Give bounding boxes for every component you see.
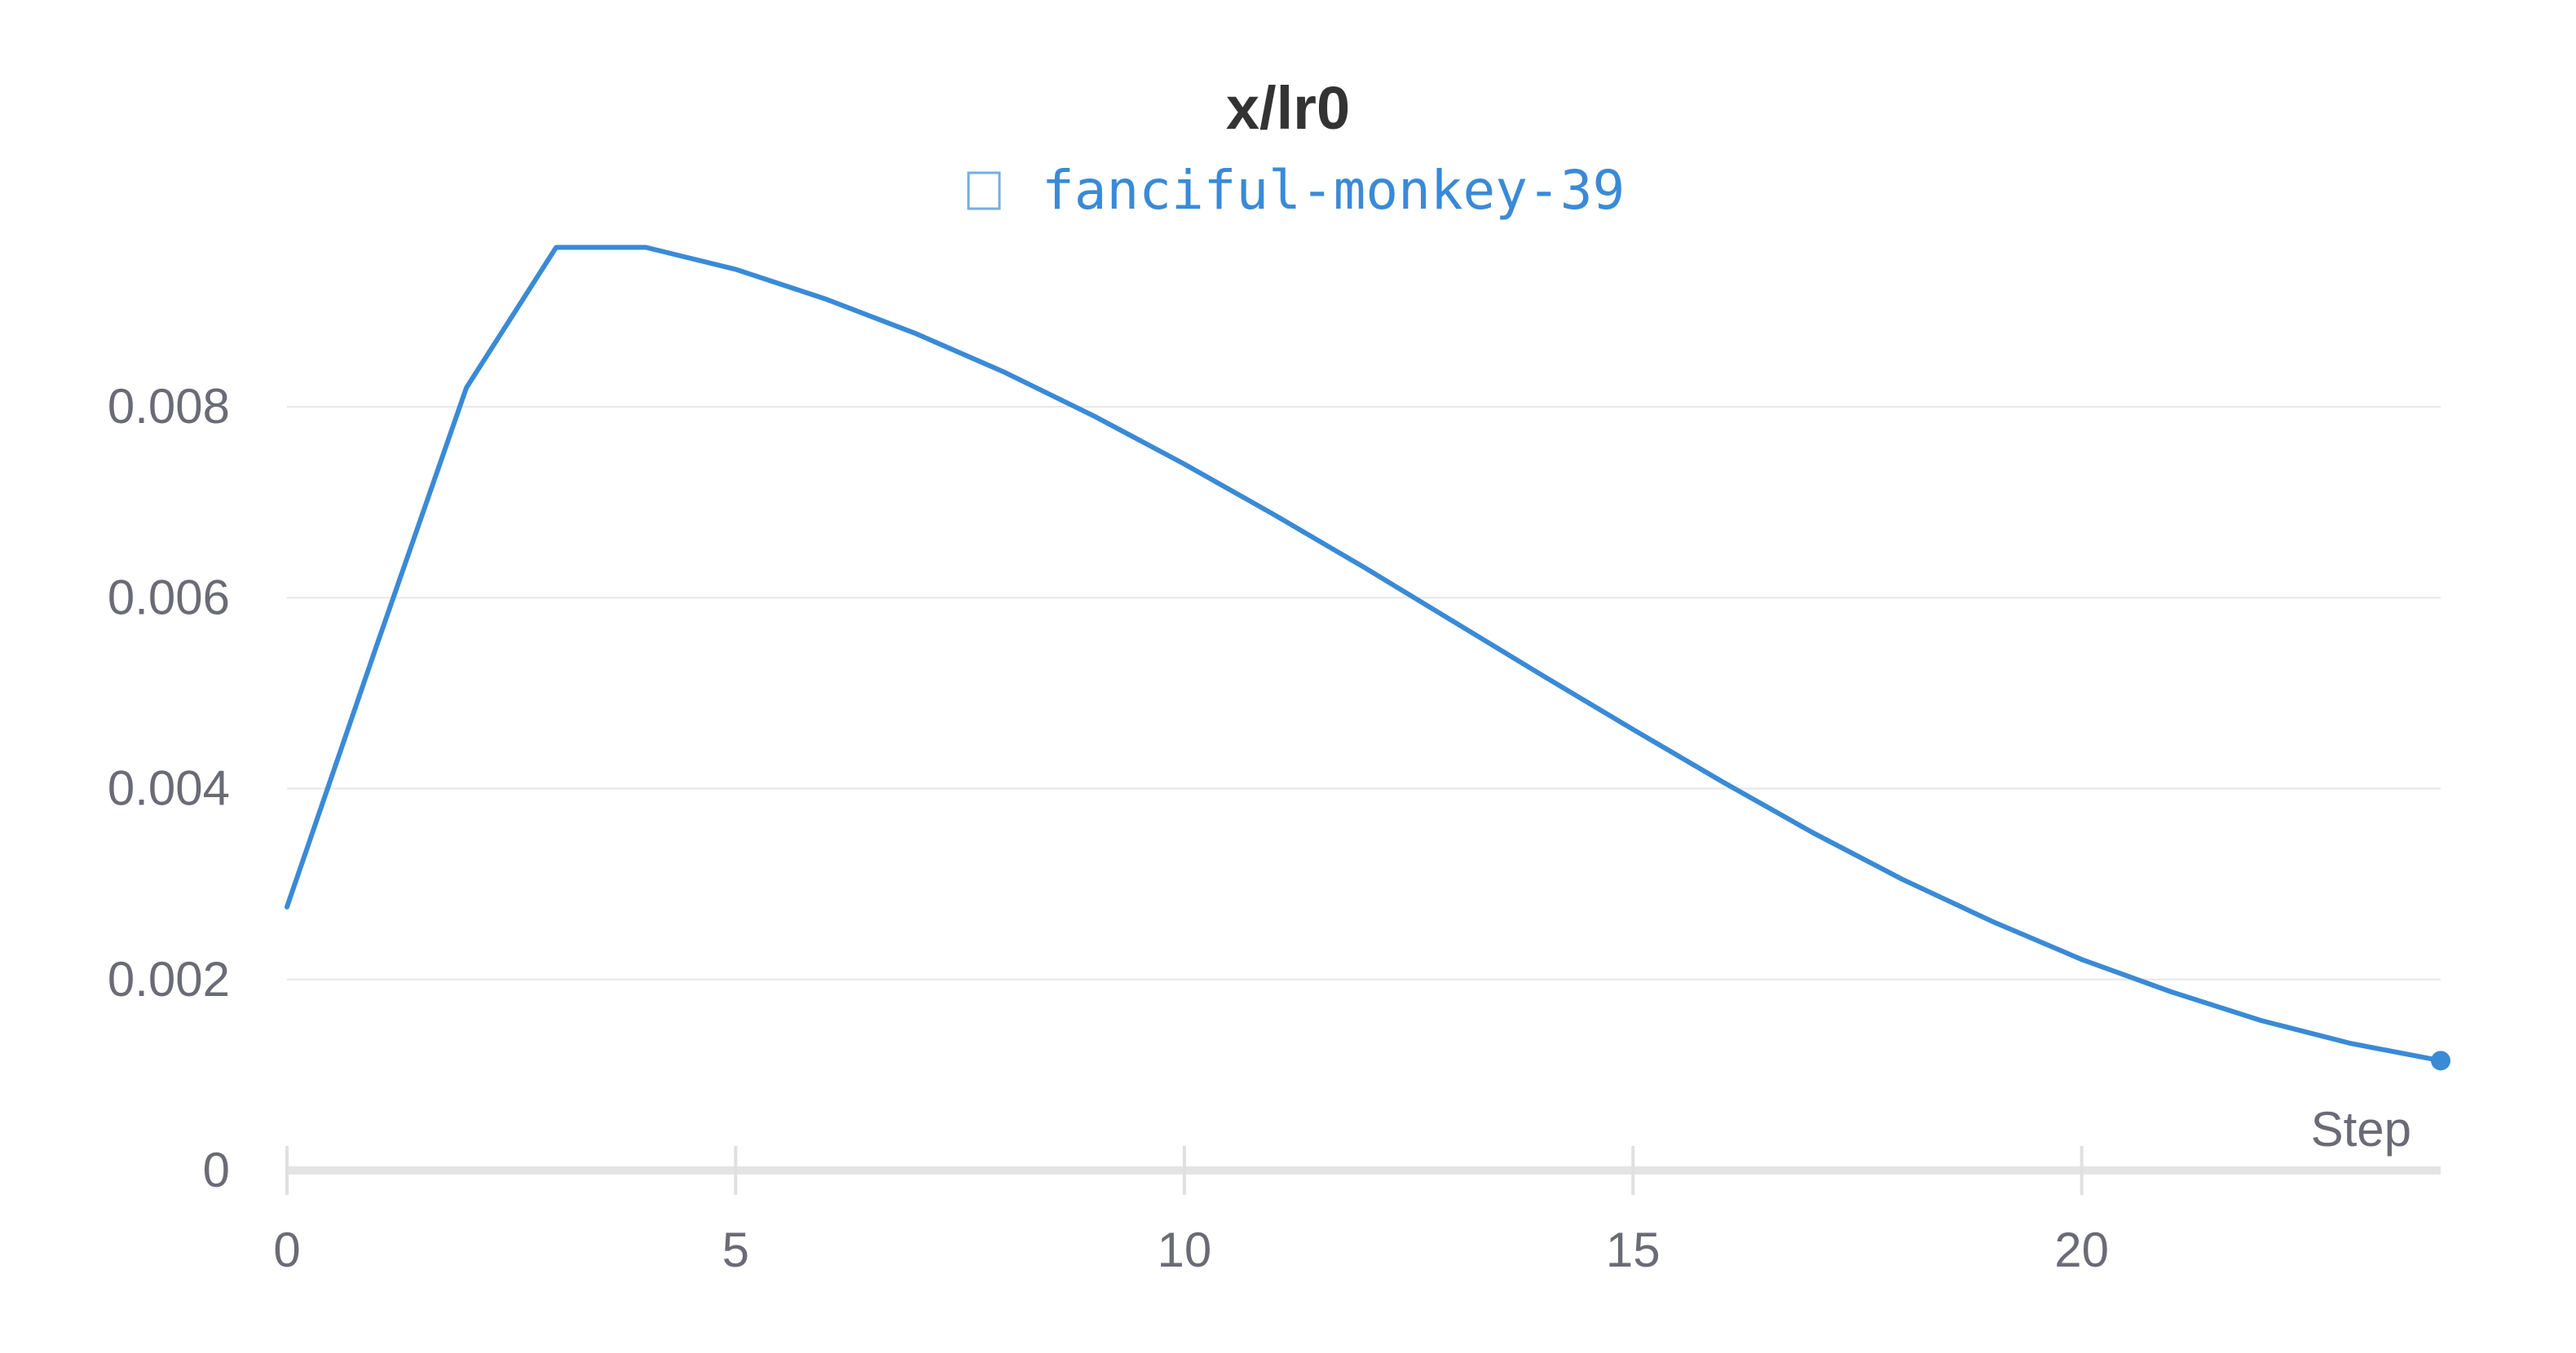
legend[interactable]: fanciful-monkey-39 [967, 159, 1625, 222]
legend-series-name: fanciful-monkey-39 [1042, 159, 1625, 222]
x-axis-label: Step [2311, 1102, 2411, 1157]
x-tick-label: 15 [1606, 1223, 1661, 1277]
x-tick-label: 0 [273, 1223, 300, 1277]
grid-lines [287, 406, 2441, 981]
y-tick-label: 0.008 [108, 379, 230, 434]
y-tick-label: 0.004 [108, 761, 230, 816]
legend-swatch [967, 171, 1001, 210]
x-tick-label: 10 [1157, 1223, 1211, 1277]
series-layer [285, 245, 2450, 1071]
series-end-point[interactable] [2431, 1051, 2450, 1071]
y-tick-label: 0.002 [108, 952, 230, 1007]
y-tick-label: 0.006 [108, 570, 230, 624]
y-tick-label: 0 [203, 1143, 230, 1197]
x-tick-label: 20 [2054, 1223, 2109, 1277]
x-axis: 0 5 10 15 20 [273, 1146, 2441, 1277]
chart-title: x/lr0 [1226, 74, 1350, 142]
series-line [285, 245, 2443, 1064]
x-tick-label: 5 [722, 1223, 749, 1277]
y-axis: 0 0.002 0.004 0.006 0.008 [108, 379, 230, 1197]
